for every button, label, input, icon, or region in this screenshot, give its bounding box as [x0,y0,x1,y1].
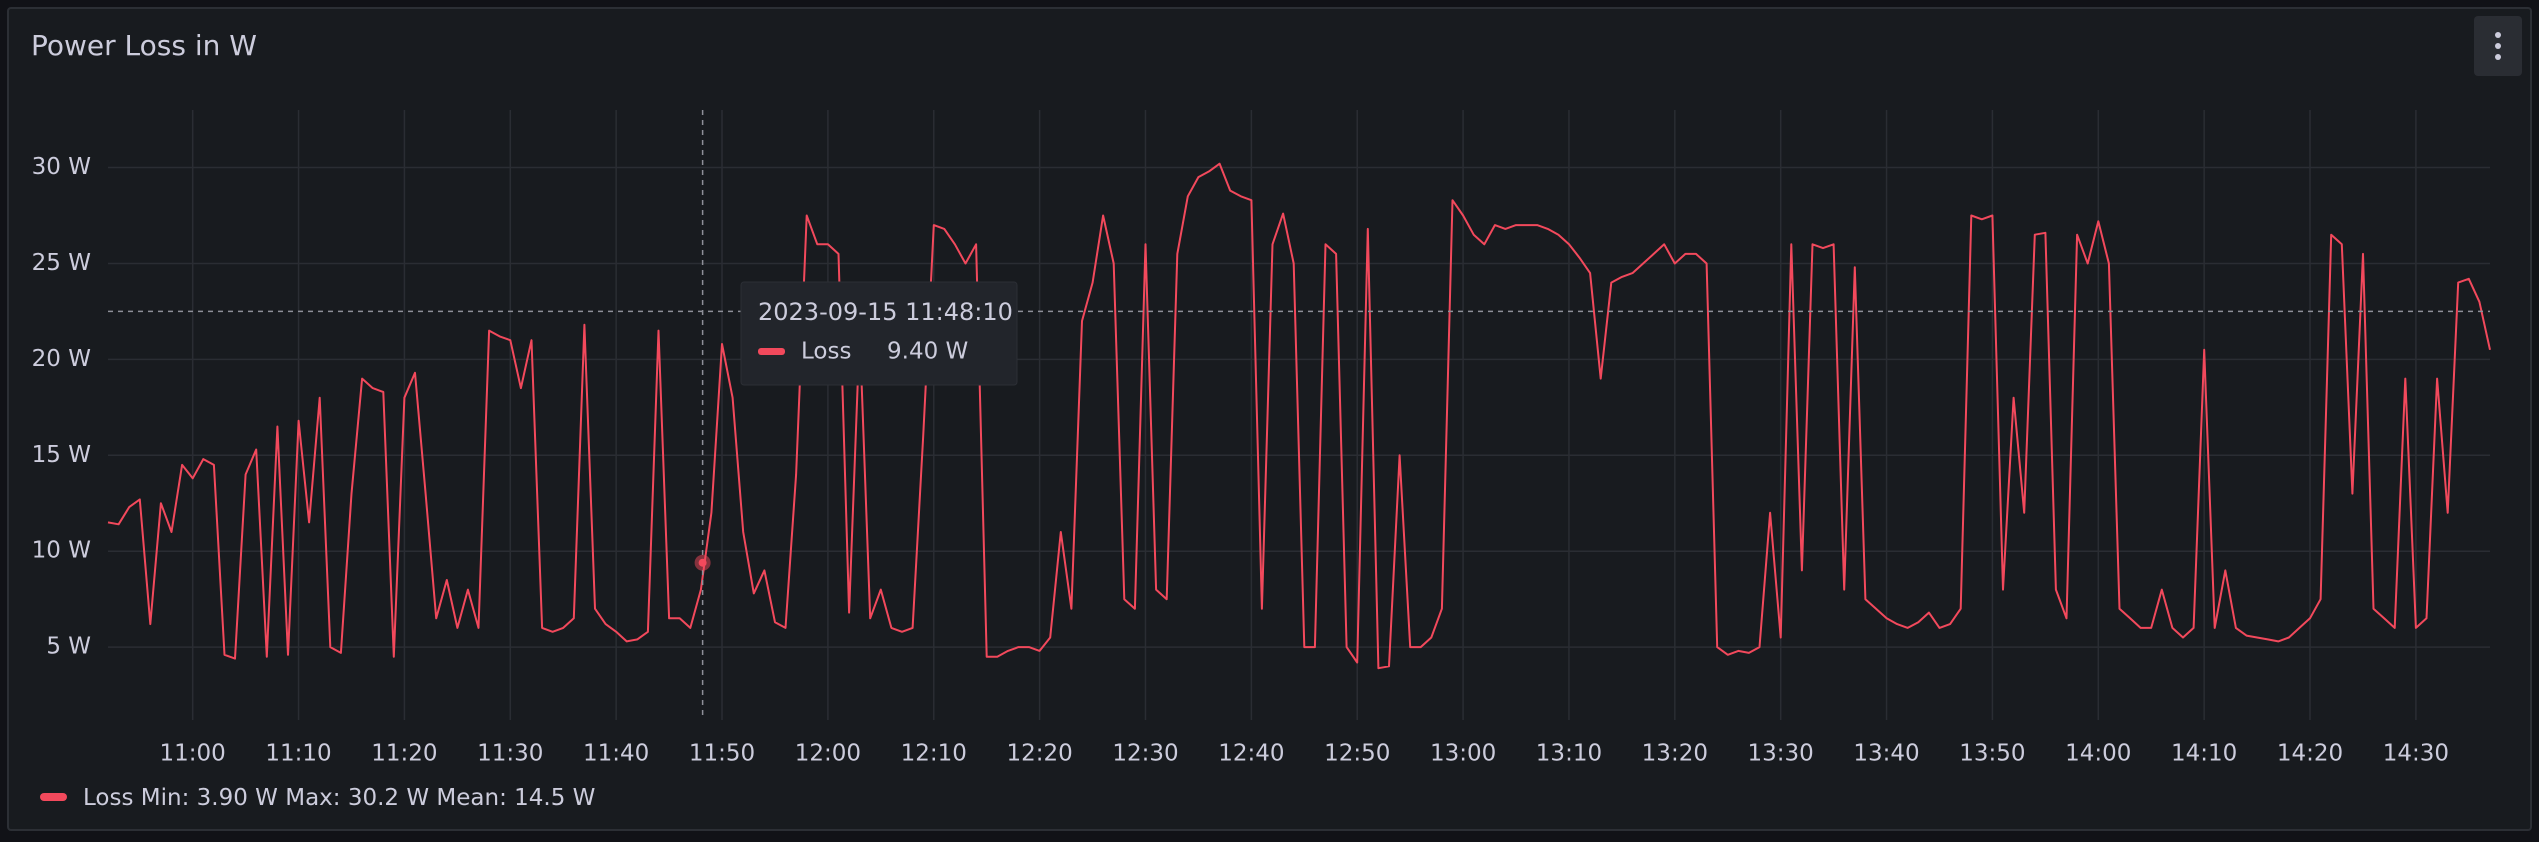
legend-text: Loss Min: 3.90 W Max: 30.2 W Mean: 14.5 … [83,785,595,811]
panel-frame [7,7,2532,831]
x-tick-label: 12:10 [901,741,967,767]
x-tick-label: 12:20 [1006,741,1072,767]
tooltip: 2023-09-15 11:48:10 Loss 9.40 W [740,281,1018,386]
tooltip-value: 9.40 W [887,339,968,365]
hover-point-core [698,558,707,567]
x-tick-label: 11:00 [160,741,226,767]
legend-stat-value: 3.90 W [197,785,278,811]
legend-stat-value: 14.5 W [514,785,595,811]
menu-dot [2495,43,2501,49]
x-tick-label: 12:00 [795,741,861,767]
tooltip-series: Loss [801,339,851,365]
x-tick-label: 13:40 [1853,741,1919,767]
x-tick-label: 11:20 [371,741,437,767]
menu-dot [2495,54,2501,60]
y-tick-label: 5 W [46,634,91,660]
x-tick-label: 13:10 [1536,741,1602,767]
x-tick-label: 13:30 [1748,741,1814,767]
x-tick-label: 12:30 [1112,741,1178,767]
x-tick-label: 11:10 [265,741,331,767]
x-tick-label: 13:00 [1430,741,1496,767]
menu-dot [2495,32,2501,38]
x-tick-label: 11:50 [689,741,755,767]
y-tick-label: 30 W [32,154,91,180]
x-tick-label: 14:10 [2171,741,2237,767]
legend-stat-label: Mean: [436,785,506,811]
legend-stat-value: 30.2 W [348,785,429,811]
x-tick-label: 14:00 [2065,741,2131,767]
legend-stat-label: Max: [285,785,340,811]
legend-stat-label: Min: [141,785,190,811]
legend-name: Loss [83,785,133,811]
x-tick-label: 13:20 [1642,741,1708,767]
tooltip-time: 2023-09-15 11:48:10 [758,298,1013,326]
y-tick-label: 10 W [32,538,91,564]
x-tick-label: 13:50 [1959,741,2025,767]
tooltip-box [740,281,1018,386]
x-tick-label: 14:30 [2383,741,2449,767]
x-tick-label: 11:40 [583,741,649,767]
x-tick-label: 11:30 [477,741,543,767]
panel-title: Power Loss in W [31,29,257,62]
x-tick-label: 14:20 [2277,741,2343,767]
legend-swatch [40,793,67,801]
tooltip-swatch [758,348,785,355]
y-tick-label: 20 W [32,346,91,372]
x-tick-label: 12:40 [1218,741,1284,767]
series-line [107,162,2491,670]
menu-button[interactable] [2474,16,2522,76]
x-tick-label: 12:50 [1324,741,1390,767]
y-tick-label: 15 W [32,442,91,468]
y-tick-label: 25 W [32,250,91,276]
